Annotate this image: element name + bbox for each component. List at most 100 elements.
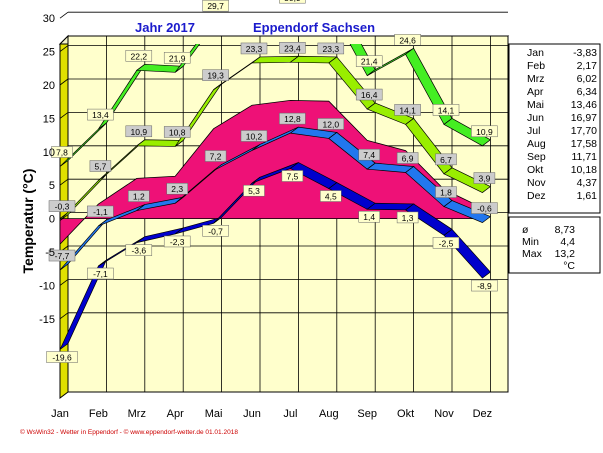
y-tick-label: 15: [43, 113, 55, 125]
max-label: 13,4: [92, 110, 109, 120]
legend-value: 6,34: [577, 86, 598, 98]
min-label: -2,5: [439, 238, 454, 248]
min-label-box: [471, 279, 498, 292]
mean-max-label: 23,3: [323, 44, 340, 54]
mean-max-label-box: [240, 42, 268, 55]
x-tick-label: Jan: [51, 408, 69, 420]
y-tick-label: -15: [39, 314, 55, 326]
mean-min-label-box: [128, 190, 150, 202]
stat-min-label: Min: [522, 236, 539, 248]
legend-value: 17,58: [571, 138, 597, 150]
min-label-box: [87, 267, 114, 280]
mean-max-label-box: [163, 126, 191, 138]
y-tick-label: 5: [49, 180, 55, 192]
legend-value: 11,71: [572, 151, 598, 163]
min-label: -8,9: [477, 281, 492, 291]
mean-min-label: 6,9: [402, 154, 414, 164]
min-label: -3,6: [131, 246, 146, 256]
x-tick-label: Aug: [319, 408, 339, 420]
x-axis-ticks: Jan Feb Mrz Apr Mai Jun Jul Aug Sep Okt Nov Dez: [51, 408, 492, 420]
mean-max-label-box: [355, 88, 383, 101]
mean-max-label: 16,4: [361, 90, 378, 100]
grid-line-wall: [59, 279, 69, 286]
monthly-legend-panel: [508, 43, 601, 214]
mean-min-label-box: [240, 130, 268, 142]
legend-value: -3,83: [573, 47, 597, 59]
mean-max-label-box: [473, 172, 496, 184]
min-label-box: [125, 244, 153, 256]
mean-min-label-box: [471, 202, 498, 214]
y-tick-label: 20: [43, 80, 55, 92]
stat-mean-value: 8,73: [555, 224, 576, 236]
max-label: 10,9: [476, 127, 493, 137]
min-label: 5,3: [248, 186, 260, 196]
mean-min-label-box: [317, 118, 345, 130]
mean-min-label: 12,0: [323, 119, 340, 129]
stat-max-value: 13,2: [555, 248, 576, 260]
legend-value: 13,46: [571, 99, 597, 111]
x-tick-label: Feb: [89, 408, 108, 420]
max-label-box: [125, 50, 153, 62]
legend-month: Jan: [527, 47, 544, 59]
grid-line-wall: [59, 112, 69, 119]
mean-min-label-box: [435, 186, 457, 198]
legend-month: Okt: [527, 164, 543, 176]
mean-max-label: 10,9: [131, 127, 148, 137]
max-label-box: [87, 108, 114, 121]
stat-max-label: Max: [522, 248, 543, 260]
min-label-box: [320, 190, 342, 202]
grid-line-wall: [59, 11, 69, 19]
legend-month: Sep: [527, 151, 546, 163]
min-label: -2,3: [170, 237, 185, 247]
max-label: 24,6: [399, 35, 416, 45]
mean-max-label-box: [202, 69, 229, 81]
mean-max-label: 23,4: [284, 43, 301, 53]
legend-month: Mrz: [527, 73, 545, 85]
x-tick-label: Jul: [283, 408, 297, 420]
mean-min-label: 7,4: [363, 150, 375, 160]
min-label-box: [432, 237, 460, 249]
mean-max-label-box: [48, 200, 76, 212]
mean-min-label-box: [204, 150, 227, 162]
min-label: 7,5: [286, 172, 298, 182]
mean-max-label: -0,3: [55, 202, 70, 212]
legend-month: Jul: [527, 125, 540, 137]
x-tick-label: Mai: [205, 408, 223, 420]
mean-max-label: 3,9: [478, 174, 490, 184]
min-label: -7,1: [93, 269, 108, 279]
mean-max-label: 6,7: [440, 155, 452, 165]
mean-min-label: 2,3: [171, 184, 183, 194]
y-tick-label: -5: [45, 247, 55, 259]
mean-min-label: -0,6: [477, 204, 492, 214]
max-label-box: [163, 52, 191, 64]
stat-min-value: 4,4: [560, 236, 575, 248]
y-tick-label: -10: [39, 280, 55, 292]
mean-max-temperature-band: [443, 167, 492, 193]
mean-min-label-box: [87, 205, 114, 218]
mean-max-label: 23,3: [246, 44, 263, 54]
mean-min-label: 1,2: [133, 192, 145, 202]
legend-value: 2,17: [577, 60, 598, 72]
legend-value: 1,61: [577, 190, 598, 202]
mean-min-label: 7,2: [210, 152, 222, 162]
max-label: 14,1: [438, 105, 455, 115]
y-axis-ticks: -15 -10 -5 0 5 10 15 20 25 30: [39, 13, 55, 326]
y-tick-label: 25: [43, 47, 55, 59]
min-label-box: [281, 170, 304, 182]
mean-max-label: 14,1: [399, 105, 416, 115]
footer-credit: © WsWin32 - Wetter in Eppendorf - © www.…: [20, 428, 238, 436]
legend-value: 17,70: [571, 125, 597, 137]
min-label-box: [163, 235, 191, 248]
min-label-box: [358, 210, 380, 223]
grid-line-wall: [59, 312, 69, 320]
min-label-box: [202, 225, 229, 237]
legend-value: 4,37: [577, 177, 598, 189]
mean-min-label: -1,1: [93, 207, 108, 217]
x-tick-label: Nov: [434, 408, 454, 420]
max-label: 21,4: [361, 57, 378, 67]
max-label-box: [432, 104, 460, 116]
grid-line-wall: [59, 78, 69, 86]
min-label-box: [46, 351, 78, 363]
min-label-box: [396, 211, 419, 224]
x-tick-label: Jun: [243, 408, 261, 420]
